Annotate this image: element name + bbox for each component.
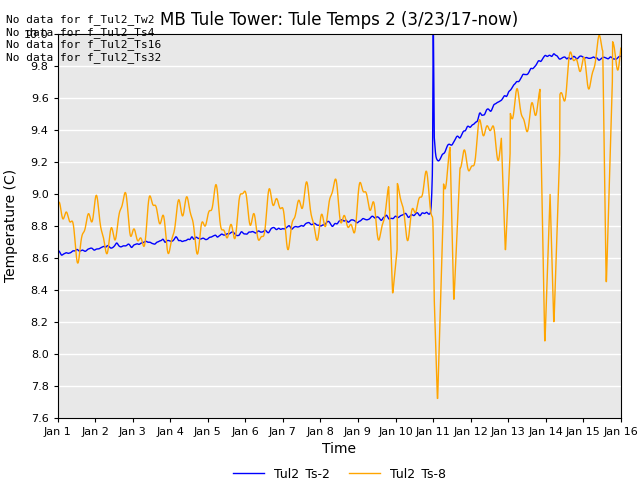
Tul2_Ts-2 bbox=[601, 55, 609, 60]
Title: MB Tule Tower: Tule Temps 2 (3/23/17-now): MB Tule Tower: Tule Temps 2 (3/23/17-now… bbox=[160, 11, 518, 29]
Tul2_Ts-8 bbox=[497, 135, 505, 141]
Tul2_Ts-2 bbox=[313, 222, 321, 228]
Tul2_Ts-2 bbox=[617, 53, 625, 59]
Legend: Tul2_Ts-2, Tul2_Ts-8: Tul2_Ts-2, Tul2_Ts-8 bbox=[228, 462, 451, 480]
Tul2_Ts-8 bbox=[54, 205, 61, 211]
Line: Tul2_Ts-2: Tul2_Ts-2 bbox=[58, 34, 621, 255]
Tul2_Ts-8 bbox=[617, 45, 625, 51]
Tul2_Ts-2 bbox=[58, 252, 66, 258]
Tul2_Ts-8 bbox=[601, 182, 609, 188]
Tul2_Ts-8 bbox=[601, 202, 609, 208]
Y-axis label: Temperature (C): Temperature (C) bbox=[4, 169, 19, 282]
Line: Tul2_Ts-8: Tul2_Ts-8 bbox=[58, 36, 621, 398]
Tul2_Ts-8 bbox=[328, 192, 335, 197]
Tul2_Ts-2 bbox=[429, 31, 437, 36]
Tul2_Ts-2 bbox=[498, 97, 506, 103]
Tul2_Ts-8 bbox=[433, 396, 441, 401]
Tul2_Ts-8 bbox=[313, 237, 321, 242]
X-axis label: Time: Time bbox=[322, 442, 356, 456]
Tul2_Ts-2 bbox=[83, 248, 90, 253]
Tul2_Ts-2 bbox=[54, 248, 61, 253]
Tul2_Ts-2 bbox=[328, 223, 335, 229]
Tul2_Ts-8 bbox=[83, 219, 90, 225]
Text: No data for f_Tul2_Tw2
No data for f_Tul2_Ts4
No data for f_Tul2_Ts16
No data fo: No data for f_Tul2_Tw2 No data for f_Tul… bbox=[6, 14, 162, 63]
Tul2_Ts-2 bbox=[601, 55, 609, 60]
Tul2_Ts-8 bbox=[596, 33, 604, 38]
